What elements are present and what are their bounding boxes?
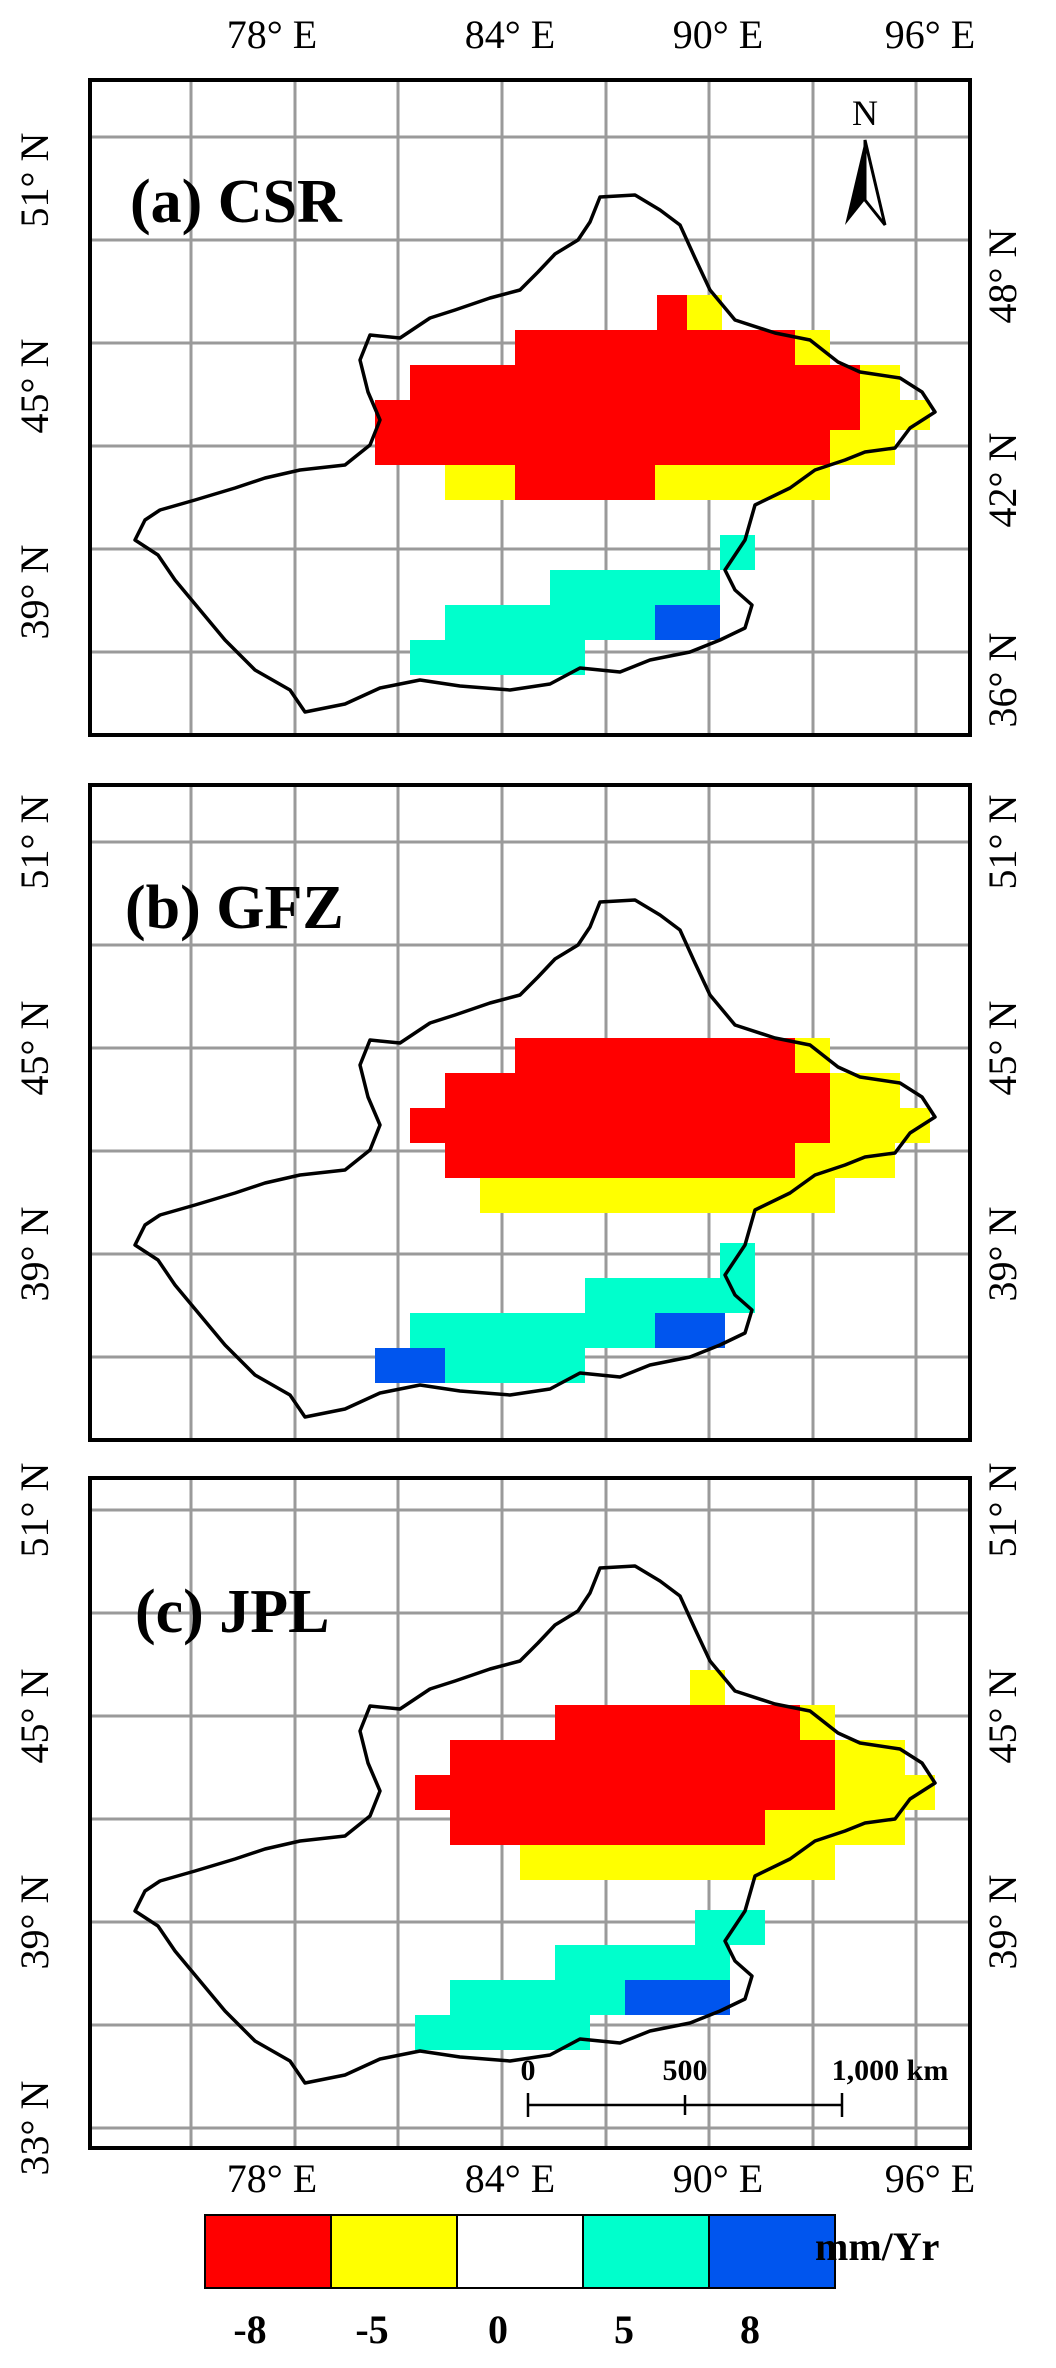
right-lat-label: 36° N bbox=[980, 633, 1025, 728]
panel-title: (a) CSR bbox=[130, 168, 343, 236]
north-arrow-icon: N bbox=[845, 93, 887, 226]
top-lon-label: 78° E bbox=[227, 12, 317, 57]
legend-tick-label: 0 bbox=[488, 2307, 508, 2352]
right-lat-label: 42° N bbox=[980, 433, 1025, 528]
legend-swatches bbox=[204, 2214, 836, 2289]
bottom-longitude-labels: 78° E 84° E 90° E 96° E bbox=[227, 2156, 975, 2201]
legend-swatch bbox=[330, 2214, 458, 2289]
panel-b-cells bbox=[375, 1038, 930, 1383]
legend-tick-label: -5 bbox=[355, 2307, 388, 2352]
scale-label: 500 bbox=[663, 2054, 708, 2087]
panel-c-jpl: (c) JPL 0 500 1,000 km 51° N 45° N 39° N… bbox=[12, 1463, 1025, 2176]
panel-a-cells bbox=[375, 295, 930, 675]
top-lon-label: 84° E bbox=[465, 12, 555, 57]
panel-b-xinjiang-outline bbox=[133, 898, 937, 1419]
legend-swatch bbox=[204, 2214, 332, 2289]
north-label: N bbox=[852, 93, 878, 133]
left-lat-label: 33° N bbox=[12, 2081, 57, 2176]
legend-swatch bbox=[456, 2214, 584, 2289]
top-lon-label: 90° E bbox=[673, 12, 763, 57]
bottom-lon-label: 96° E bbox=[885, 2156, 975, 2201]
right-lat-label: 51° N bbox=[980, 1463, 1025, 1558]
legend-tick-label: -8 bbox=[233, 2307, 266, 2352]
left-lat-label: 39° N bbox=[12, 545, 57, 640]
bottom-lon-label: 84° E bbox=[465, 2156, 555, 2201]
panel-frame bbox=[88, 783, 972, 1442]
panel-frame bbox=[88, 78, 972, 737]
legend-tick-label: 8 bbox=[740, 2307, 760, 2352]
scale-bar: 0 500 1,000 km bbox=[521, 2054, 949, 2117]
color-legend: mm/Yr -8 -5 0 5 8 bbox=[204, 2214, 939, 2352]
panel-a-csr: (a) CSR N 51° N 45° N 39° N 48° N 42° N … bbox=[12, 78, 1025, 737]
right-lat-label: 51° N bbox=[980, 795, 1025, 890]
left-lat-label: 51° N bbox=[12, 795, 57, 890]
right-lat-label: 45° N bbox=[980, 1001, 1025, 1096]
right-lat-label: 48° N bbox=[980, 229, 1025, 324]
scale-label: 1,000 km bbox=[832, 2054, 949, 2087]
left-lat-label: 45° N bbox=[12, 1001, 57, 1096]
panel-title: (b) GFZ bbox=[125, 874, 344, 942]
right-lat-label: 39° N bbox=[980, 1207, 1025, 1302]
top-lon-label: 96° E bbox=[885, 12, 975, 57]
legend-unit: mm/Yr bbox=[815, 2224, 939, 2269]
panel-c-cells bbox=[415, 1670, 935, 2050]
legend-tick-label: 5 bbox=[614, 2307, 634, 2352]
panel-title: (c) JPL bbox=[135, 1578, 330, 1646]
panel-a-xinjiang-outline bbox=[133, 193, 937, 714]
right-lat-label: 39° N bbox=[980, 1875, 1025, 1970]
scale-label: 0 bbox=[521, 2054, 536, 2087]
panel-frame bbox=[88, 1476, 972, 2150]
left-lat-label: 51° N bbox=[12, 133, 57, 228]
left-lat-label: 45° N bbox=[12, 339, 57, 434]
top-longitude-labels: 78° E 84° E 90° E 96° E bbox=[227, 12, 975, 57]
left-lat-label: 45° N bbox=[12, 1669, 57, 1764]
left-lat-label: 39° N bbox=[12, 1207, 57, 1302]
bottom-lon-label: 78° E bbox=[227, 2156, 317, 2201]
legend-swatch bbox=[582, 2214, 710, 2289]
left-lat-label: 39° N bbox=[12, 1875, 57, 1970]
bottom-lon-label: 90° E bbox=[673, 2156, 763, 2201]
panel-b-gfz: (b) GFZ 51° N 45° N 39° N 51° N 45° N 39… bbox=[12, 783, 1025, 1442]
panel-c-xinjiang-outline bbox=[133, 1564, 937, 2085]
right-lat-label: 45° N bbox=[980, 1669, 1025, 1764]
left-lat-label: 51° N bbox=[12, 1463, 57, 1558]
legend-swatch bbox=[708, 2214, 836, 2289]
